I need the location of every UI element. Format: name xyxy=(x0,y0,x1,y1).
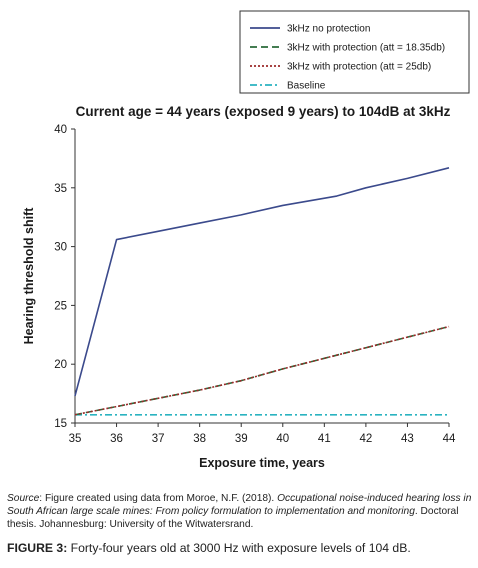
y-axis-label: Hearing threshold shift xyxy=(22,207,36,345)
legend-box xyxy=(239,10,470,94)
figure-caption: FIGURE 3: Forty-four years old at 3000 H… xyxy=(7,541,473,555)
chart-figure: 3kHz no protection 3kHz with protection (… xyxy=(22,10,470,470)
legend-label: 3kHz no protection xyxy=(287,24,370,35)
x-tick-label: 42 xyxy=(359,433,372,445)
y-tick-label: 15 xyxy=(54,418,67,430)
x-tick-label: 38 xyxy=(193,433,206,445)
series-line-2 xyxy=(74,325,450,416)
x-tick-label: 43 xyxy=(401,433,414,445)
y-tick-label: 40 xyxy=(54,124,67,136)
source-text-1: : Figure created using data from Moroe, … xyxy=(39,493,278,504)
y-tick-label: 20 xyxy=(54,359,67,371)
y-tick-label: 25 xyxy=(54,300,67,312)
legend-label: Baseline xyxy=(287,81,326,92)
x-axis-label: Exposure time, years xyxy=(199,456,325,470)
series-line-3 xyxy=(74,325,450,416)
x-tick-label: 41 xyxy=(318,433,331,445)
source-note: Source: Figure created using data from M… xyxy=(7,492,473,531)
x-tick-label: 37 xyxy=(152,433,165,445)
x-tick-label: 44 xyxy=(443,433,456,445)
y-tick-label: 35 xyxy=(54,183,67,195)
axes: 35 36 37 38 39 40 41 42 43 44 15 20 25 30 35 40 xyxy=(54,124,456,445)
caption-label: FIGURE 3: xyxy=(7,541,68,555)
x-tick-label: 39 xyxy=(235,433,248,445)
source-lead: Source xyxy=(7,493,40,504)
x-tick-label: 40 xyxy=(276,433,289,445)
x-tick-label: 36 xyxy=(110,433,123,445)
caption-text: Forty-four years old at 3000 Hz with exp… xyxy=(67,541,411,555)
source-text-2: . Doctoral thesis. Johannesburg: Univers… xyxy=(7,506,459,530)
legend: 3kHz no protection 3kHz with protection (… xyxy=(239,10,470,94)
legend-label: 3kHz with protection (att = 25db) xyxy=(287,62,431,73)
series-layer xyxy=(74,167,450,416)
x-tick-label: 35 xyxy=(69,433,82,445)
y-tick-label: 30 xyxy=(54,242,67,254)
source-title: Occupational noise-induced hearing loss … xyxy=(7,493,472,517)
chart-title: Current age = 44 years (exposed 9 years)… xyxy=(76,104,451,119)
legend-label: 3kHz with protection (att = 18.35db) xyxy=(287,43,445,54)
series-line-1 xyxy=(74,167,450,397)
